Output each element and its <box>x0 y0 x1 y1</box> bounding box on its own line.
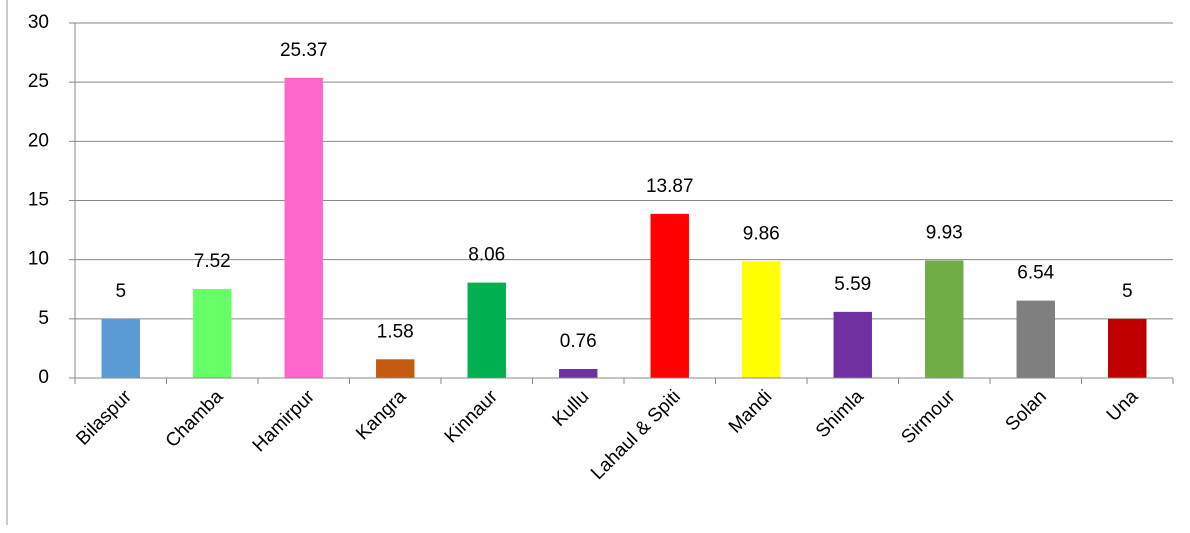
data-label: 7.52 <box>194 251 231 272</box>
y-tick-label: 20 <box>28 130 49 151</box>
bar <box>1016 300 1055 378</box>
x-tick-label: Hamirpur <box>249 386 320 457</box>
bar <box>284 77 323 378</box>
bar <box>925 260 964 378</box>
y-tick-label: 30 <box>28 12 49 33</box>
bar <box>650 213 689 378</box>
bar <box>467 282 506 378</box>
x-tick-label: Kinnaur <box>441 386 503 448</box>
data-label: 5.59 <box>834 274 871 295</box>
data-label: 0.76 <box>560 331 597 352</box>
x-tick-label: Lahaul & Spiti <box>587 386 685 484</box>
data-label: 6.54 <box>1017 263 1054 284</box>
data-label: 8.06 <box>468 245 505 266</box>
data-label: 5 <box>1122 281 1133 302</box>
y-tick-label: 0 <box>38 367 49 388</box>
x-tick-label: Mandi <box>725 386 776 437</box>
x-tick-label: Chamba <box>162 386 228 452</box>
x-tick-label: Una <box>1103 386 1143 426</box>
x-tick-label: Shimla <box>812 386 868 442</box>
x-tick-label: Solan <box>1002 386 1051 435</box>
x-tick-label: Bilaspur <box>72 386 136 450</box>
data-label: 9.93 <box>926 223 963 244</box>
bar <box>1108 318 1147 378</box>
data-label: 25.37 <box>280 40 328 61</box>
x-tick-label: Kangra <box>352 386 410 444</box>
data-label: 9.86 <box>743 223 780 244</box>
bar <box>376 359 415 378</box>
y-tick-label: 25 <box>28 71 49 92</box>
x-tick-label: Kullu <box>549 386 594 431</box>
data-label: 1.58 <box>377 321 414 342</box>
data-label: 5 <box>115 281 126 302</box>
bar <box>742 261 781 378</box>
y-tick-label: 15 <box>28 190 49 211</box>
bar <box>559 369 598 378</box>
x-tick-label: Sirmour <box>897 386 959 448</box>
bar <box>101 318 140 378</box>
y-tick-label: 10 <box>28 249 49 270</box>
data-label: 13.87 <box>646 176 694 197</box>
bar <box>193 289 232 378</box>
y-tick-label: 5 <box>38 308 49 329</box>
bar <box>833 311 872 378</box>
